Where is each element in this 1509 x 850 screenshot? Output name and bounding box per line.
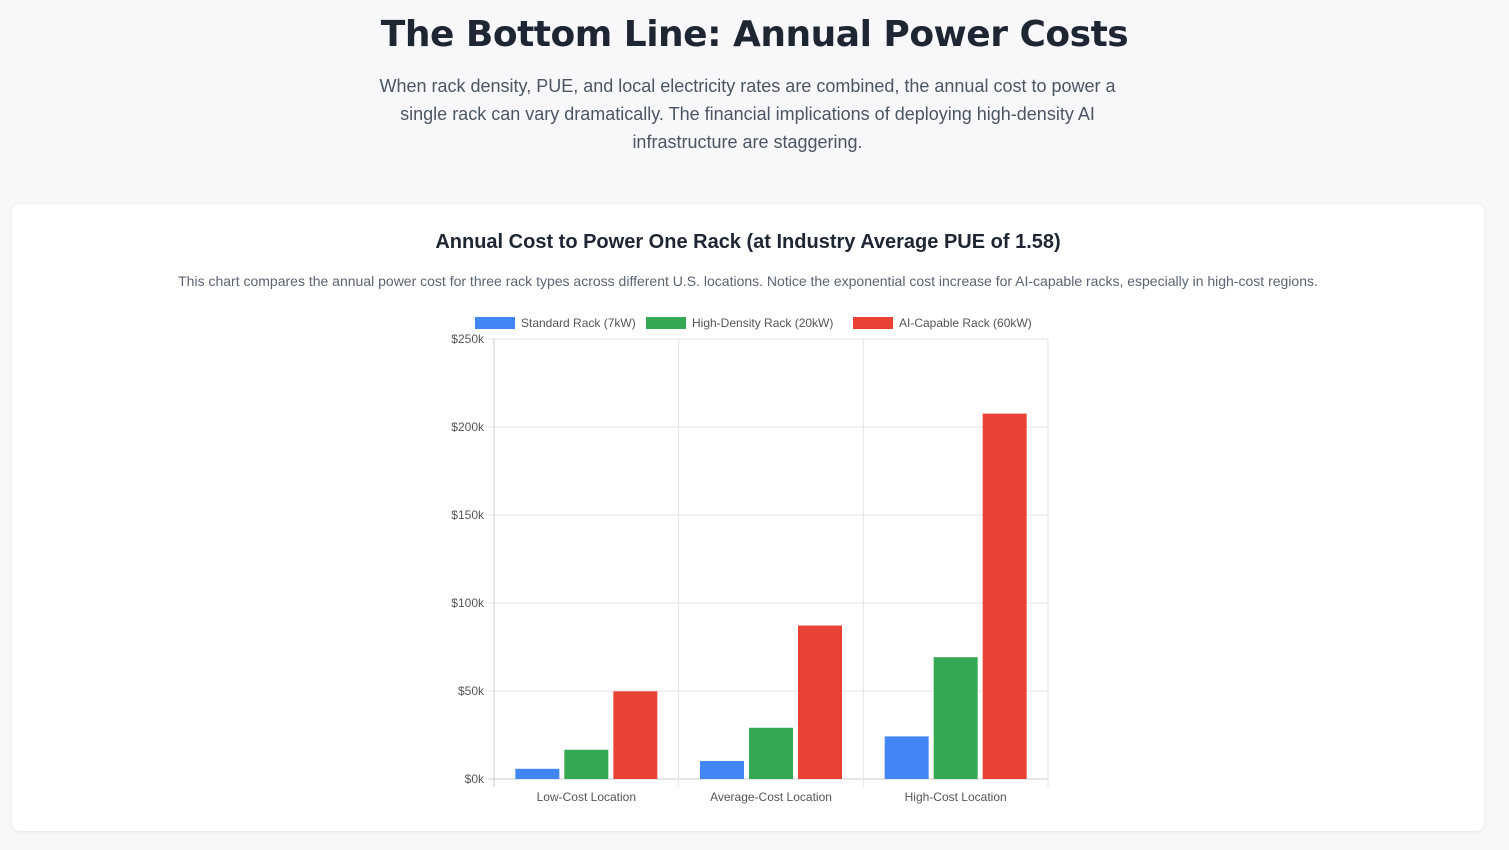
legend-label: High-Density Rack (20kW) [692,316,833,330]
chart-card: Annual Cost to Power One Rack (at Indust… [12,204,1484,831]
legend-swatch [475,317,515,329]
intro-text: When rack density, PUE, and local electr… [379,76,1116,152]
bar [982,413,1027,779]
bar [884,736,929,779]
y-tick-label: $150k [451,508,485,522]
legend-label: Standard Rack (7kW) [521,316,636,330]
y-tick-label: $0k [465,772,485,786]
bar [515,768,560,779]
y-tick-label: $200k [451,420,485,434]
y-tick-label: $100k [451,596,485,610]
bar [564,749,609,779]
chart-description: This chart compares the annual power cos… [178,273,1318,289]
bar [749,727,793,779]
bar [613,691,658,779]
y-tick-label: $50k [458,684,485,698]
page-title: The Bottom Line: Annual Power Costs [380,14,1129,55]
bar [700,761,744,779]
x-tick-label: High-Cost Location [905,790,1007,804]
chart-title: Annual Cost to Power One Rack (at Indust… [435,231,1061,253]
legend-label: AI-Capable Rack (60kW) [899,316,1032,330]
legend-swatch [646,317,686,329]
bar [933,657,978,779]
x-tick-label: Low-Cost Location [537,790,636,804]
bar [798,625,842,779]
legend-swatch [853,317,893,329]
x-tick-label: Average-Cost Location [710,790,832,804]
y-tick-label: $250k [451,332,485,346]
